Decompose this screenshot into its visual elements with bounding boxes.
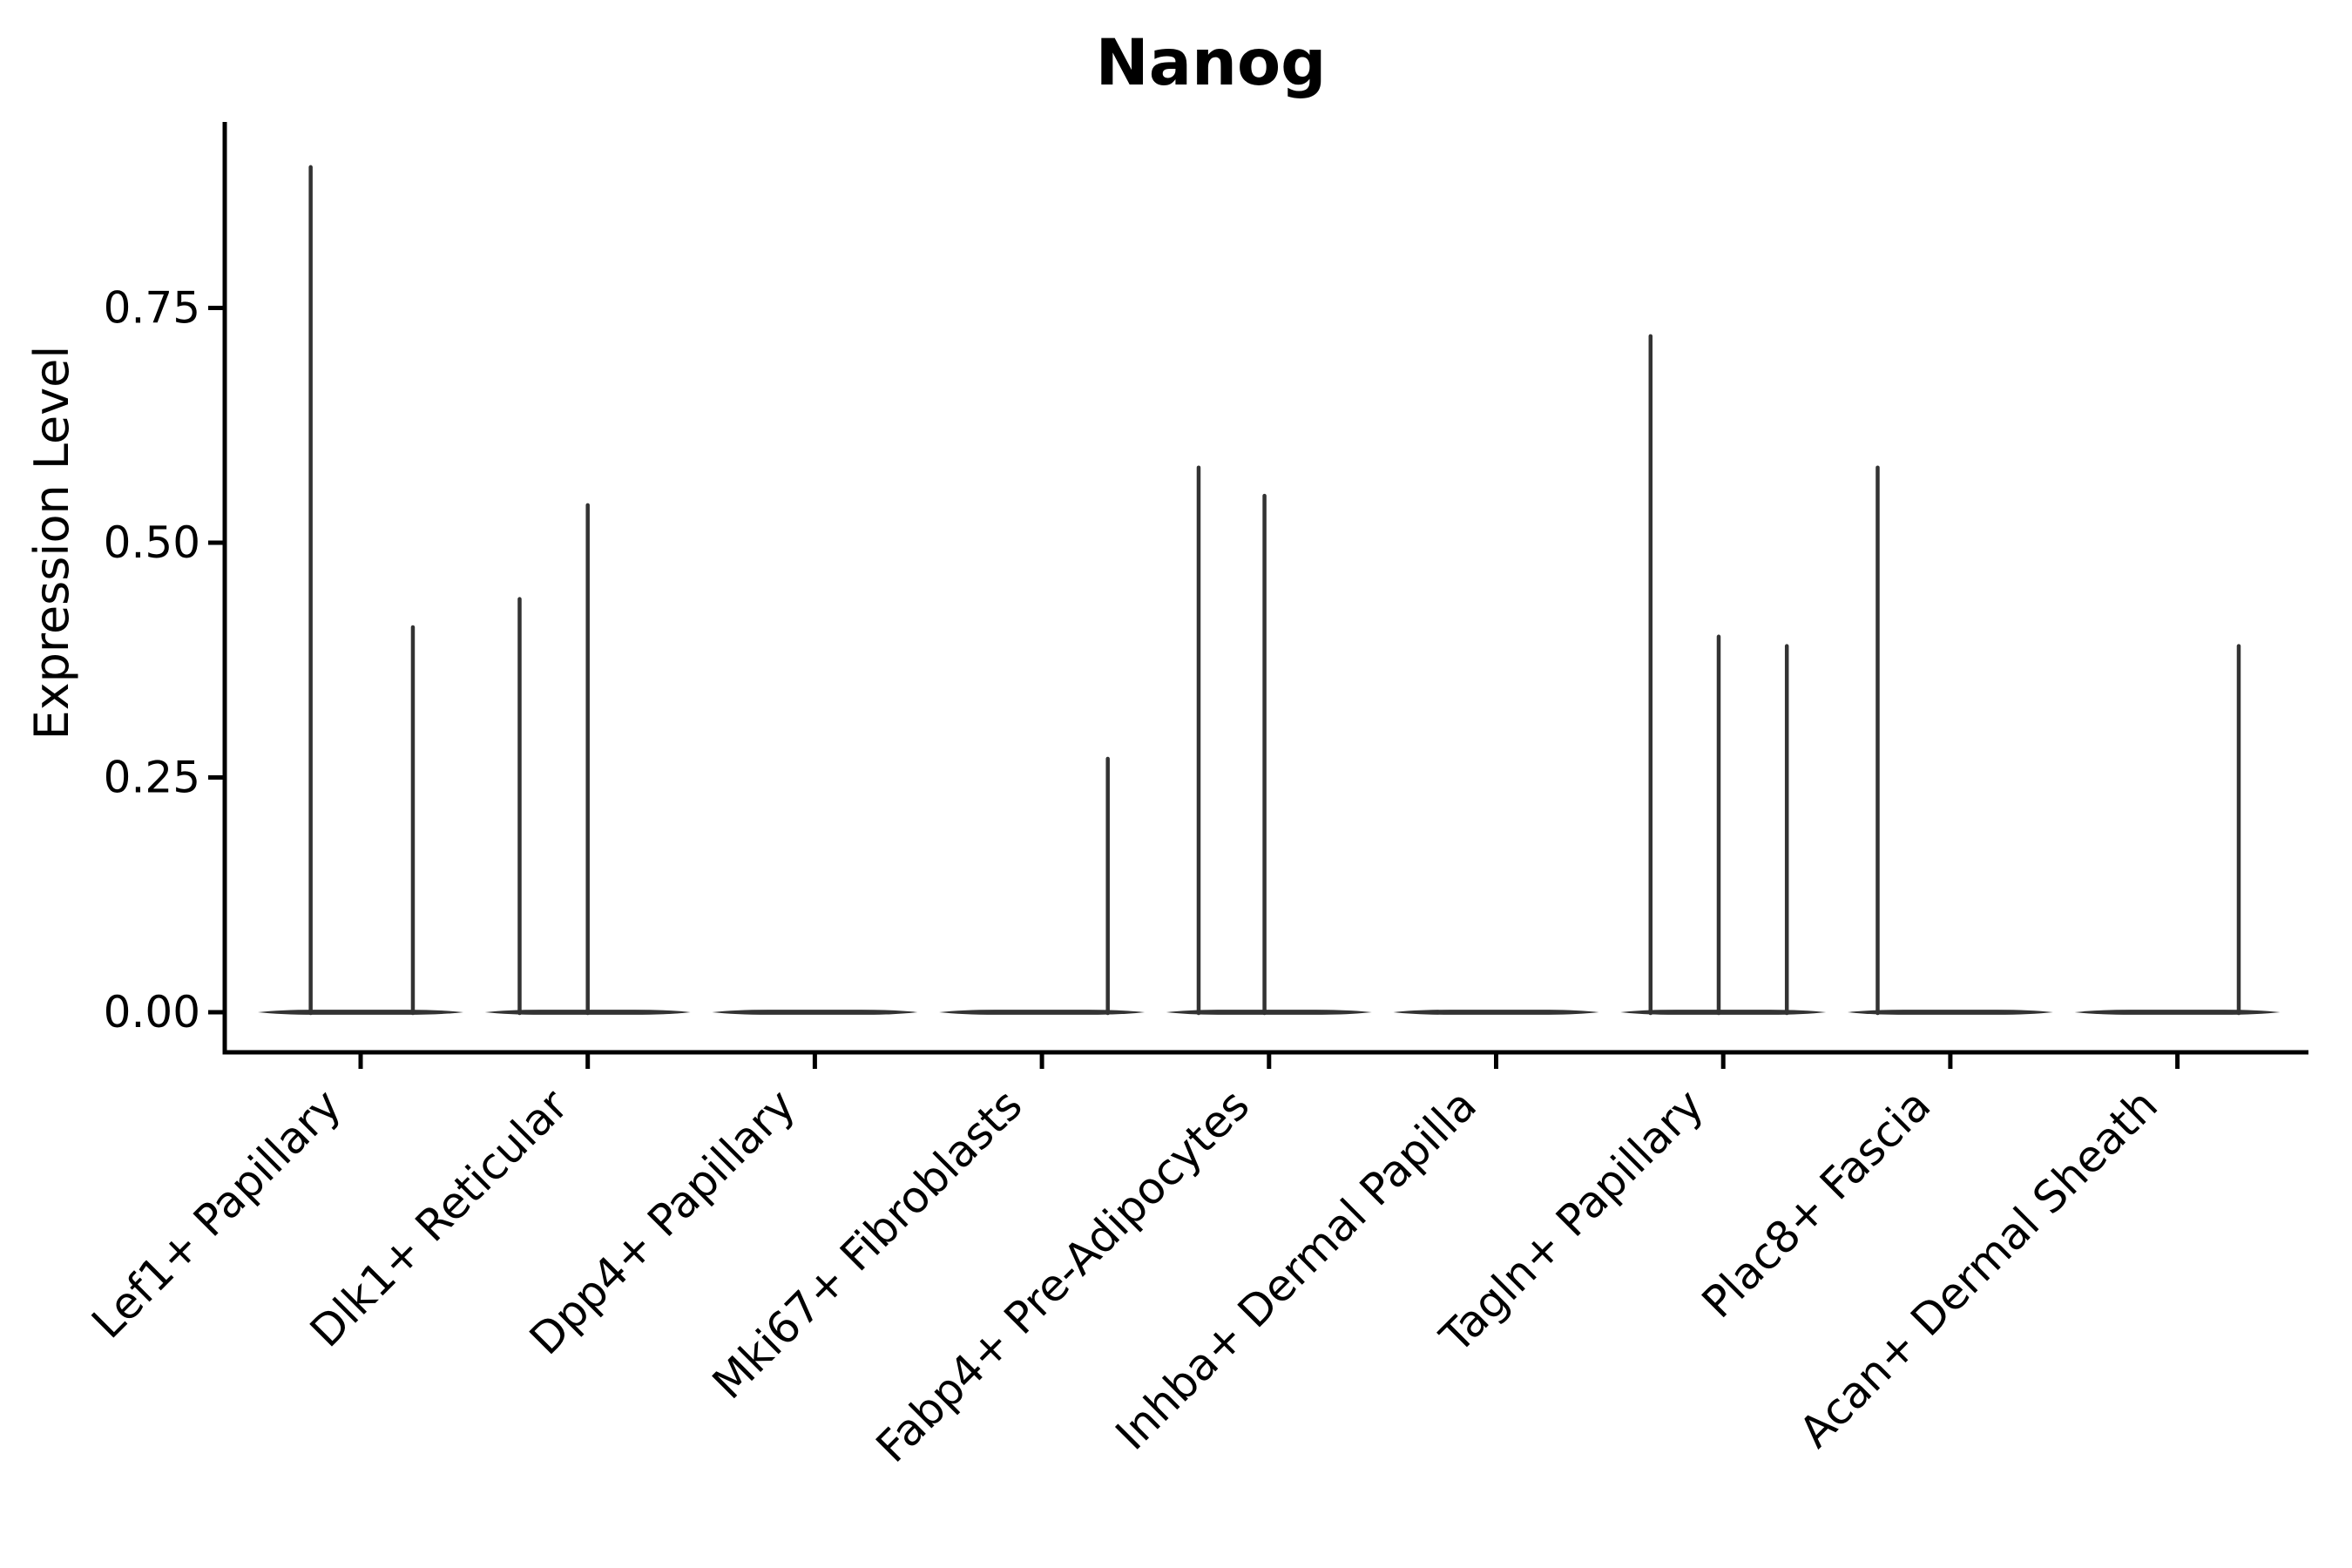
axes-layer — [208, 122, 2308, 1069]
x-tick-label: Lef1+ Papillary — [82, 1079, 350, 1348]
violin-layer — [258, 165, 2281, 1016]
x-tick-label: Acan+ Dermal Sheath — [1790, 1079, 2168, 1457]
y-tick-label: 0.75 — [104, 283, 200, 334]
violin-baseline — [1166, 1010, 1372, 1015]
violin-baseline — [939, 1010, 1146, 1015]
x-tick-label: Fabp4+ Pre-Adipocytes — [867, 1079, 1260, 1472]
y-axis-title: Expression Level — [24, 346, 79, 740]
violin-baseline — [1620, 1010, 1827, 1015]
chart-title: Nanog — [1096, 26, 1327, 100]
violin-baseline — [1393, 1010, 1599, 1015]
x-tick-label: Inhba+ Dermal Papilla — [1106, 1079, 1486, 1459]
y-tick-label: 0.25 — [104, 753, 200, 803]
y-tick-label: 0.50 — [104, 517, 200, 568]
y-tick-label: 0.00 — [104, 987, 200, 1037]
violin-baseline — [1847, 1010, 2053, 1015]
violin-baseline — [2074, 1010, 2281, 1015]
violin-baseline — [258, 1010, 463, 1015]
violin-baseline — [712, 1010, 918, 1015]
x-tick-label: Plac8+ Fascia — [1693, 1079, 1941, 1328]
